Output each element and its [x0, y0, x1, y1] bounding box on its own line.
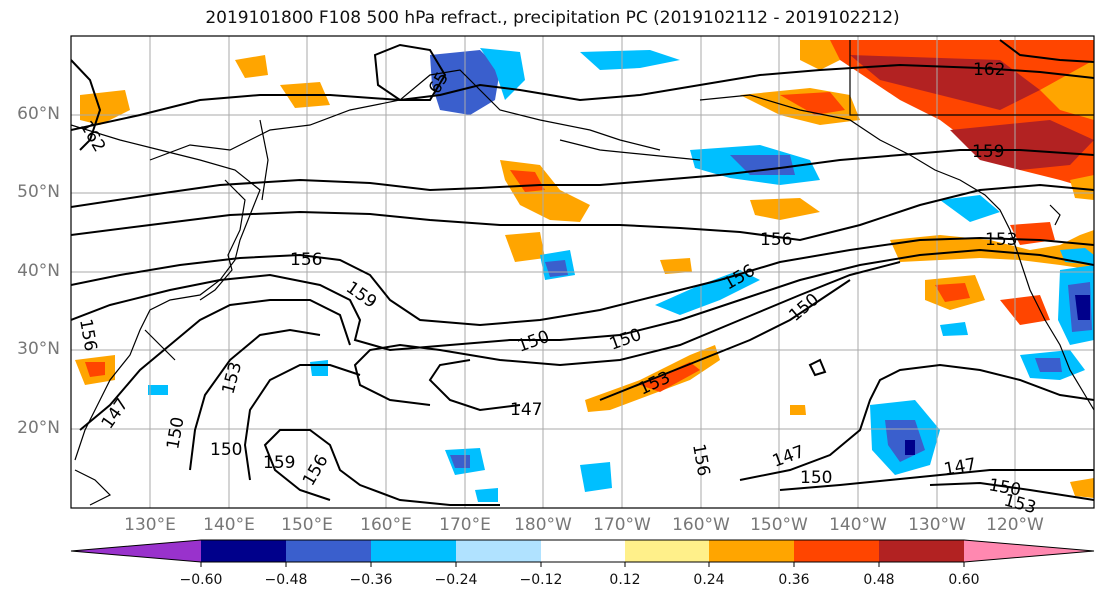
- colorbar: [70, 539, 1095, 567]
- contour-label: 147: [510, 400, 542, 420]
- refractivity-contours: [71, 39, 1094, 506]
- colorbar-tick-label: −0.60: [179, 572, 223, 588]
- lon-label: 160°W: [672, 515, 730, 535]
- colorbar-segment: [456, 540, 541, 562]
- colorbar-segment: [879, 540, 964, 562]
- lat-label-20n: 20°N: [17, 418, 60, 438]
- map-plot-area: [71, 36, 1094, 508]
- contour-label: 150: [210, 440, 242, 460]
- precipitation-shading: [75, 40, 1094, 502]
- colorbar-tick-label: −0.12: [519, 572, 563, 588]
- colorbar-tick-label: 0.12: [609, 572, 641, 588]
- lon-label: 160°E: [360, 515, 412, 535]
- colorbar-segment: [964, 540, 1094, 562]
- contour-label: 153: [985, 230, 1017, 250]
- colorbar-tick-label: 0.48: [863, 572, 895, 588]
- lat-label-60n: 60°N: [17, 104, 60, 124]
- lon-label: 150°E: [281, 515, 333, 535]
- lon-label: 150°W: [750, 515, 808, 535]
- graticule: [71, 36, 1094, 508]
- colorbar-segment: [201, 540, 286, 562]
- lon-label: 170°E: [439, 515, 491, 535]
- lat-label-30n: 30°N: [17, 339, 60, 359]
- contour-label: 159: [263, 453, 295, 473]
- lon-label: 120°W: [986, 515, 1044, 535]
- colorbar-tick-label: −0.36: [349, 572, 393, 588]
- map-title: 2019101800 F108 500 hPa refract., precip…: [205, 8, 900, 28]
- colorbar-tick-label: 0.36: [778, 572, 810, 588]
- contour-label: 156: [290, 250, 322, 270]
- colorbar-segment: [794, 540, 879, 562]
- colorbar-segment: [625, 540, 709, 562]
- map-frame: [70, 35, 1095, 509]
- contour-label: 159: [972, 142, 1004, 162]
- lon-label: 140°W: [829, 515, 887, 535]
- lat-label-50n: 50°N: [17, 182, 60, 202]
- lat-label-40n: 40°N: [17, 261, 60, 281]
- colorbar-tick-label: 0.60: [948, 572, 980, 588]
- contour-label: 162: [973, 60, 1005, 80]
- colorbar-tick-label: −0.24: [434, 572, 478, 588]
- lon-label: 180°W: [514, 515, 572, 535]
- lon-label: 170°W: [593, 515, 651, 535]
- colorbar-segment: [71, 540, 201, 562]
- contour-label: 156: [760, 230, 792, 250]
- colorbar-tick-label: −0.48: [264, 572, 308, 588]
- lon-label: 130°E: [124, 515, 176, 535]
- colorbar-tick-label: 0.24: [693, 572, 725, 588]
- lon-label: 140°E: [203, 515, 255, 535]
- lon-label: 130°W: [908, 515, 966, 535]
- colorbar-segment: [541, 540, 625, 562]
- colorbar-segment: [709, 540, 794, 562]
- colorbar-segment: [286, 540, 371, 562]
- colorbar-segment: [371, 540, 456, 562]
- contour-label: 150: [800, 468, 832, 488]
